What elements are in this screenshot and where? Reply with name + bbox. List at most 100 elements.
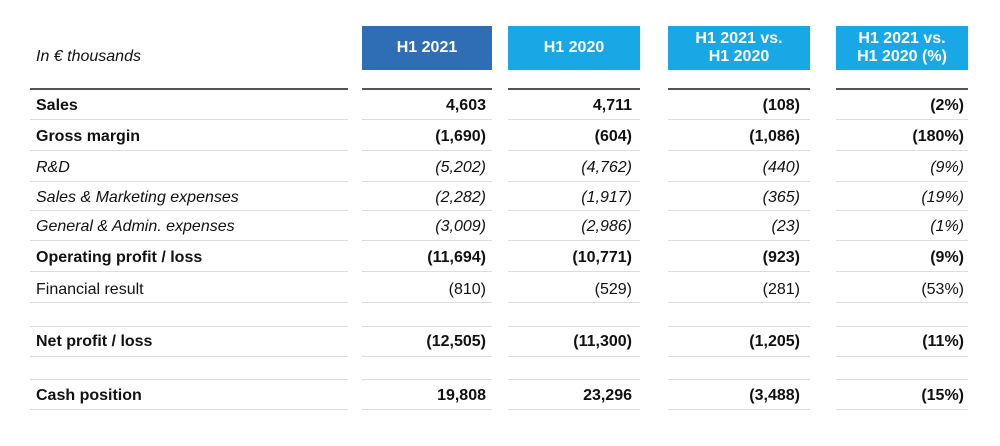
row-divider — [836, 271, 968, 272]
table-row: Financial result (810) (529) (281) (53%) — [0, 277, 1000, 303]
row-divider — [362, 240, 492, 241]
row-divider — [668, 302, 810, 303]
row-label: Cash position — [36, 387, 142, 404]
row-divider — [836, 302, 968, 303]
column-header-variance-pct: H1 2021 vs. H1 2020 (%) — [836, 26, 968, 70]
row-divider — [362, 271, 492, 272]
header-rule — [668, 88, 810, 90]
cell-h1-2021: (2,282) — [435, 189, 486, 206]
row-divider — [508, 356, 640, 357]
row-divider — [668, 379, 810, 380]
row-label: General & Admin. expenses — [36, 218, 235, 235]
row-divider — [362, 379, 492, 380]
table-row: Operating profit / loss (11,694) (10,771) (… — [0, 245, 1000, 271]
row-label: Gross margin — [36, 128, 141, 145]
header-rule — [362, 88, 492, 90]
cell-variance: (365) — [762, 189, 800, 206]
row-divider — [508, 271, 640, 272]
header-rule — [836, 88, 968, 90]
cell-variance: (108) — [762, 97, 800, 114]
row-divider — [30, 181, 348, 182]
cell-variance-pct: (9%) — [930, 249, 964, 266]
cell-h1-2020: (4,762) — [581, 159, 632, 176]
row-divider — [362, 326, 492, 327]
cell-variance: (1,086) — [749, 128, 800, 145]
column-header-h1-2021: H1 2021 — [362, 26, 492, 70]
row-divider — [668, 150, 810, 151]
row-divider — [836, 326, 968, 327]
row-divider — [30, 356, 348, 357]
row-divider — [668, 240, 810, 241]
row-divider — [362, 409, 492, 410]
table-row: General & Admin. expenses (3,009) (2,986) (… — [0, 214, 1000, 240]
row-divider — [508, 150, 640, 151]
row-divider — [836, 379, 968, 380]
cell-h1-2021: 4,603 — [445, 97, 486, 114]
row-divider — [836, 210, 968, 211]
row-divider — [836, 356, 968, 357]
row-divider — [362, 150, 492, 151]
table-row: R&D (5,202) (4,762) (440) (9%) — [0, 155, 1000, 181]
table-row: Sales 4,603 4,711 (108) (2%) — [0, 93, 1000, 119]
cell-h1-2020: (11,300) — [573, 333, 632, 350]
cell-variance-pct: (11%) — [922, 333, 964, 350]
row-divider — [836, 240, 968, 241]
row-divider — [508, 409, 640, 410]
cell-variance-pct: (15%) — [921, 387, 964, 404]
table-row: Gross margin (1,690) (604) (1,086) (180%) — [0, 124, 1000, 150]
row-divider — [30, 379, 348, 380]
row-divider — [508, 379, 640, 380]
cell-h1-2020: (2,986) — [581, 218, 632, 235]
column-header-h1-2020: H1 2020 — [508, 26, 640, 70]
header-rule — [508, 88, 640, 90]
row-divider — [836, 119, 968, 120]
row-divider — [508, 119, 640, 120]
cell-h1-2020: (529) — [594, 281, 632, 298]
cell-variance: (923) — [762, 249, 800, 266]
table-row: Net profit / loss (12,505) (11,300) (1,205)… — [0, 329, 1000, 355]
row-divider — [508, 326, 640, 327]
row-divider — [668, 210, 810, 211]
row-label: Sales — [36, 97, 78, 114]
cell-variance-pct: (1%) — [930, 218, 964, 235]
cell-h1-2021: (12,505) — [426, 333, 486, 350]
row-divider — [668, 271, 810, 272]
cell-h1-2020: (604) — [594, 128, 632, 145]
row-label: Operating profit / loss — [36, 249, 203, 266]
cell-h1-2020: 23,296 — [583, 387, 632, 404]
table-row: Cash position 19,808 23,296 (3,488) (15%) — [0, 383, 1000, 409]
row-divider — [30, 409, 348, 410]
cell-variance-pct: (9%) — [930, 159, 964, 176]
row-divider — [30, 240, 348, 241]
cell-h1-2021: (810) — [448, 281, 486, 298]
row-divider — [668, 356, 810, 357]
row-divider — [836, 150, 968, 151]
row-divider — [30, 326, 348, 327]
cell-variance-pct: (180%) — [912, 128, 964, 145]
row-divider — [836, 409, 968, 410]
cell-h1-2021: (5,202) — [435, 159, 486, 176]
header-rule — [30, 88, 348, 90]
cell-h1-2021: (11,694) — [427, 249, 486, 266]
cell-h1-2020: (10,771) — [572, 249, 632, 266]
row-divider — [362, 356, 492, 357]
row-label: R&D — [36, 159, 70, 176]
unit-label: In € thousands — [36, 48, 141, 65]
table-row: Sales & Marketing expenses (2,282) (1,917)… — [0, 185, 1000, 211]
column-header-variance: H1 2021 vs. H1 2020 — [668, 26, 810, 70]
row-divider — [362, 181, 492, 182]
cell-variance-pct: (19%) — [921, 189, 964, 206]
cell-h1-2021: 19,808 — [437, 387, 486, 404]
row-divider — [362, 210, 492, 211]
row-label: Financial result — [36, 281, 144, 298]
cell-h1-2021: (3,009) — [435, 218, 486, 235]
cell-variance: (281) — [762, 281, 800, 298]
row-divider — [30, 271, 348, 272]
row-divider — [30, 302, 348, 303]
row-divider — [30, 150, 348, 151]
cell-variance: (440) — [762, 159, 800, 176]
row-divider — [508, 240, 640, 241]
cell-variance-pct: (53%) — [921, 281, 964, 298]
row-divider — [30, 210, 348, 211]
row-divider — [668, 326, 810, 327]
